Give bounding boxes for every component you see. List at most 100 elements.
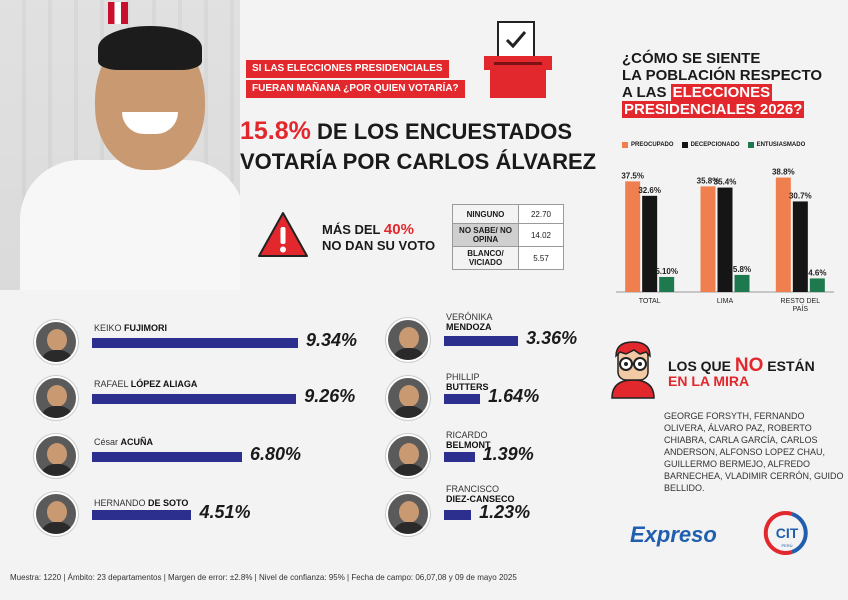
avatar [34, 320, 78, 364]
candidate-bar [92, 338, 298, 348]
avatar [386, 492, 430, 536]
mira-subtitle: EN LA MIRA [668, 373, 750, 389]
bar-preocupado-2 [775, 177, 791, 292]
table-value: 5.57 [518, 246, 564, 270]
no-vote-line-2: NO DAN SU VOTO [322, 238, 436, 253]
data-label: 5.8% [733, 265, 751, 274]
headline-text-1: DE LOS ENCUESTADOS [317, 119, 573, 144]
candidate-bar [444, 336, 519, 346]
data-label: 35.4% [714, 178, 737, 187]
ballot-box-icon [484, 21, 552, 98]
bar-entusiasmado-2 [809, 278, 825, 292]
candidate-last-name: ACUÑA [120, 437, 154, 447]
data-label: 4.6% [808, 268, 826, 277]
candidate-value: 1.64% [488, 386, 540, 406]
person-with-glasses-icon [611, 341, 655, 399]
chart-title-highlight-1: ELECCIONES [670, 84, 773, 101]
mira-title-c: ESTÁN [767, 358, 815, 374]
avatar [34, 376, 78, 420]
hair-shape [98, 26, 202, 70]
chart-title-highlight-2: PRESIDENCIALES 2026? [622, 101, 805, 118]
data-label: 30.7% [789, 191, 812, 200]
survey-footnote: Muestra: 1220 | Ámbito: 23 departamentos… [10, 573, 517, 582]
table-value: 14.02 [518, 223, 564, 247]
table-row: NO SABE/ NO OPINA 14.02 [452, 223, 564, 247]
candidate-first-name: PHILLIP [446, 372, 480, 382]
data-label: 37.5% [621, 171, 644, 180]
legend-swatch [622, 142, 628, 148]
bar-decepcionado-0 [642, 195, 658, 292]
no-vote-prefix: MÁS DEL [322, 222, 381, 237]
legend-swatch [747, 142, 754, 148]
headline: 15.8% DE LOS ENCUESTADOS VOTARÍA POR CAR… [240, 116, 610, 177]
table-row: BLANCO/ VICIADO 5.57 [452, 246, 564, 270]
avatar [386, 376, 430, 420]
candidate-last-name: MENDOZA [446, 322, 492, 332]
candidate-last-name: BUTTERS [446, 382, 489, 392]
candidate-bar [444, 452, 475, 462]
mira-title-no: NO [734, 355, 764, 376]
mira-title-a: LOS QUE [668, 358, 732, 374]
candidate-bar [92, 510, 192, 520]
warning-icon [258, 212, 308, 257]
data-label: 38.8% [772, 168, 795, 177]
candidate-first-name: VERÓNIKA [446, 312, 493, 322]
chart-legend: PREOCUPADO DECEPCIONADO ENTUSIASMADO [622, 142, 805, 148]
data-label: 32.6% [638, 186, 661, 195]
candidate-bar [444, 510, 472, 520]
candidate-photo [0, 0, 240, 290]
bar-decepcionado-2 [792, 201, 808, 292]
headline-percent: 15.8% [240, 117, 311, 145]
cit-logo: CIT PERÚ [763, 511, 808, 555]
bar-preocupado-0 [625, 181, 641, 292]
category-label: TOTAL [639, 298, 661, 305]
category-label: PAÍS [793, 304, 809, 313]
candidate-first-name: RICARDO [446, 430, 488, 440]
bar-entusiasmado-1 [734, 274, 750, 292]
no-vote-percent: 40% [383, 221, 414, 238]
candidate-value: 6.80% [249, 444, 302, 464]
no-vote-table: NINGUNO 22.70 NO SABE/ NO OPINA 14.02 BLAN… [452, 204, 564, 270]
bar-preocupado-1 [700, 186, 716, 292]
candidate-first-name: KEIKO [94, 323, 122, 333]
candidate-first-name: RAFAEL [94, 379, 129, 389]
expreso-logo: Expreso [630, 522, 717, 547]
table-label: NO SABE/ NO OPINA [452, 223, 519, 247]
candidate-first-name: HERNANDO [94, 498, 146, 508]
headline-text-2: VOTARÍA POR CARLOS ÁLVAREZ [240, 149, 597, 174]
candidate-value: 9.34% [306, 330, 358, 350]
candidate-value: 1.23% [479, 502, 531, 522]
candidate-last-name: DE SOTO [148, 498, 189, 508]
avatar [34, 492, 78, 536]
bar-entusiasmado-0 [659, 276, 675, 292]
candidate-last-name: DIEZ-CANSECO [446, 494, 515, 504]
candidate-value: 3.36% [526, 328, 578, 348]
category-label: RESTO DEL [781, 298, 821, 305]
chart-title-line-1: ¿CÓMO SE SIENTE [622, 50, 761, 67]
candidate-name: KEIKO FUJIMORI [94, 323, 167, 333]
candidate-name: RICARDO BELMONT [446, 430, 491, 450]
candidate-value: 9.26% [304, 386, 356, 406]
chart-title-line-3: A LAS [622, 84, 667, 101]
avatar [386, 318, 430, 362]
data-label: 5.10% [655, 267, 678, 276]
question-line-2: FUERAN MAÑANA ¿POR QUIEN VOTARÍA? [246, 80, 465, 98]
table-label: NINGUNO [452, 204, 519, 224]
smile-shape [122, 112, 178, 134]
bar-decepcionado-1 [717, 187, 733, 292]
cit-logo-text: CIT [776, 525, 799, 541]
legend-label: DECEPCIONADO [690, 142, 740, 148]
chart-title: ¿CÓMO SE SIENTE LA POBLACIÓN RESPECTO A … [622, 50, 844, 118]
chart-title-line-2: LA POBLACIÓN RESPECTO [622, 67, 823, 84]
data-label: 35.8% [697, 176, 720, 185]
legend-label: ENTUSIASMADO [756, 142, 806, 148]
legend-item: ENTUSIASMADO [747, 142, 806, 148]
candidate-bar [92, 452, 242, 462]
candidate-bar [444, 394, 481, 404]
peru-flag [108, 2, 128, 24]
candidate-first-name: César [94, 437, 119, 447]
candidate-name: RAFAEL LÓPEZ ALIAGA [94, 379, 197, 389]
candidate-last-name: LÓPEZ ALIAGA [130, 379, 198, 389]
feeling-bar-chart: 37.5% 32.6% 5.10% TOTAL 35.8%35.4% 5.8% LIMA 38… [616, 168, 834, 313]
candidate-name: PHILLIP BUTTERS [446, 372, 489, 392]
